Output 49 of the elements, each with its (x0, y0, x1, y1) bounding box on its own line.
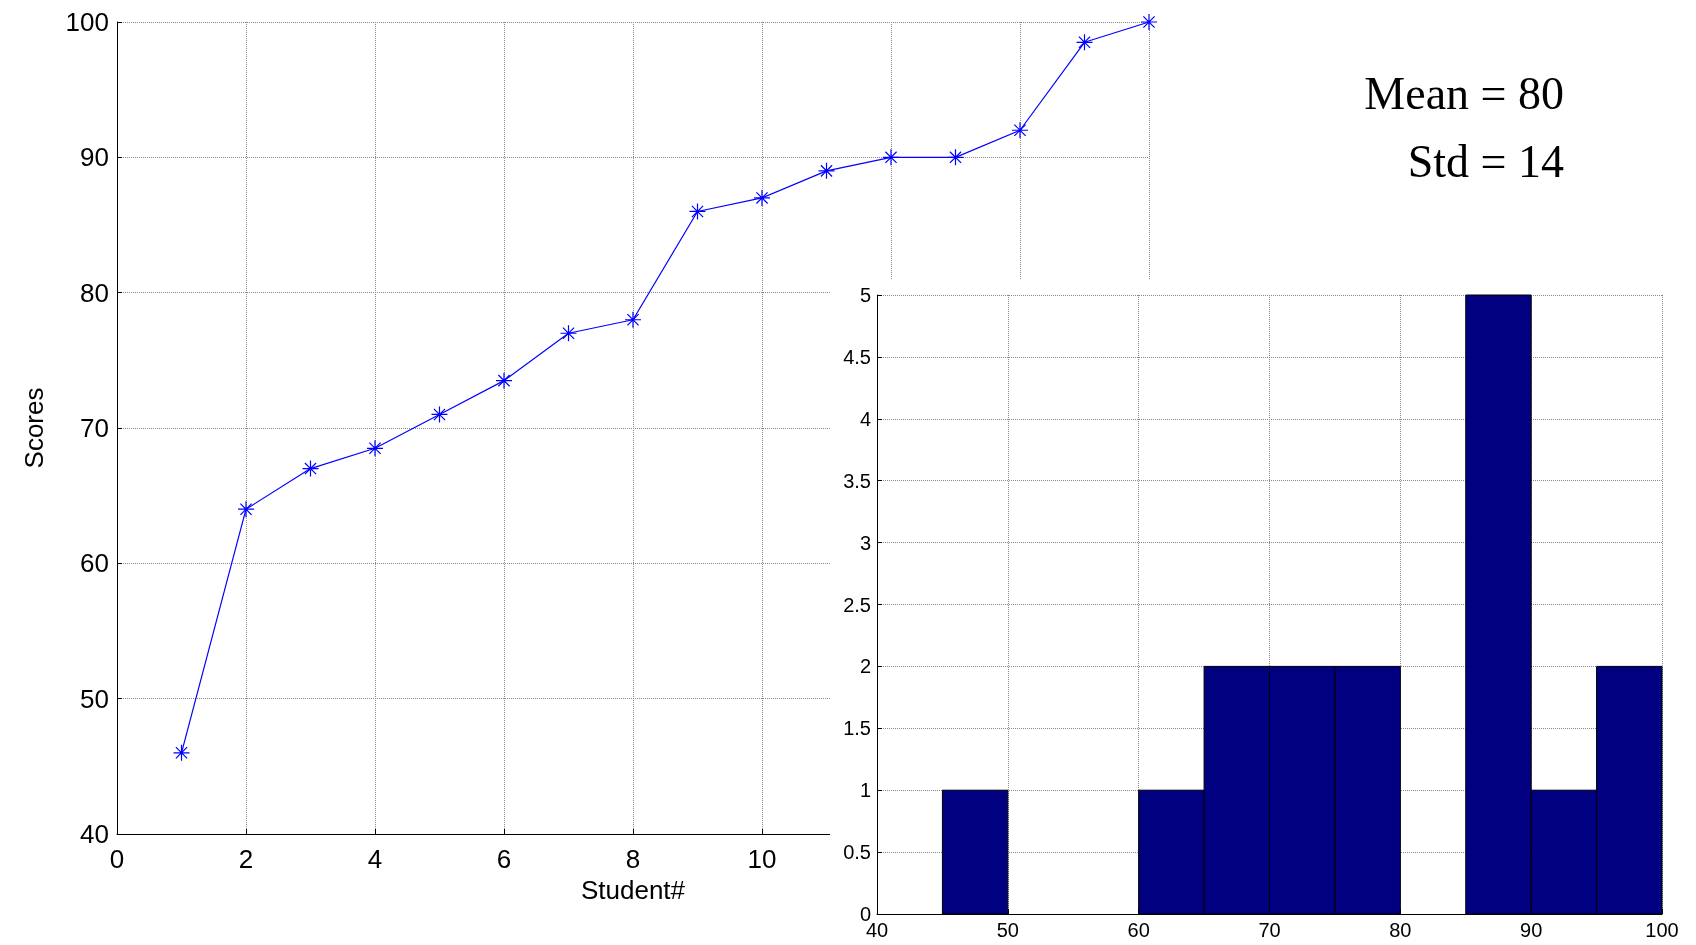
point (688, 202, 707, 221)
point (237, 500, 255, 518)
point (817, 162, 836, 180)
y-tick-label: 2.5 (843, 593, 871, 616)
point (559, 324, 578, 342)
y-tick-label: 80 (80, 277, 109, 308)
y-axis-title: Scores (19, 387, 49, 469)
y-tick-label: 100 (65, 7, 109, 37)
point (1011, 121, 1029, 139)
point (366, 439, 384, 457)
point (753, 189, 771, 207)
point (430, 405, 449, 424)
y-tick-label: 0 (859, 903, 871, 925)
y-tick-label: 5 (859, 284, 871, 306)
y-tick-label: 3.5 (843, 469, 871, 492)
y-tick-label: 1 (859, 779, 871, 802)
x-tick-label: 90 (1520, 919, 1543, 941)
x-tick-label: 10 (747, 844, 777, 874)
y-tick-label: 1.5 (843, 717, 871, 740)
x-tick-label: 80 (1389, 919, 1412, 941)
x-tick-label: 8 (625, 844, 641, 874)
x-tick-label: 70 (1258, 919, 1281, 941)
x-tick-label: 50 (996, 919, 1019, 941)
y-tick-label: 70 (80, 413, 109, 443)
text: Std = 14 (1407, 135, 1564, 187)
point (882, 148, 900, 166)
y-tick-label: 40 (80, 819, 109, 849)
y-tick-label: 3 (859, 531, 871, 554)
x-tick-label: 2 (238, 844, 254, 874)
x-tick-label: 100 (1645, 919, 1679, 941)
x-tick-label: 6 (496, 844, 512, 874)
y-tick-label: 4 (859, 407, 871, 430)
point (1140, 13, 1158, 31)
point (624, 311, 642, 329)
text: Mean = 80 (1364, 67, 1564, 119)
y-tick-label: 0.5 (843, 841, 871, 864)
x-tick-label: 4 (367, 844, 383, 874)
x-axis-title: Student# (580, 874, 686, 905)
y-tick-label: 50 (80, 683, 109, 714)
y-tick-label: 2 (859, 655, 871, 678)
point (301, 460, 320, 478)
y-tick-label: 90 (80, 142, 109, 173)
y-tick-label: 60 (80, 548, 109, 579)
point (946, 148, 965, 166)
point (1075, 33, 1094, 51)
point (172, 744, 191, 762)
y-tick-label: 4.5 (843, 345, 871, 368)
point (495, 372, 513, 390)
x-tick-label: 60 (1127, 919, 1150, 941)
